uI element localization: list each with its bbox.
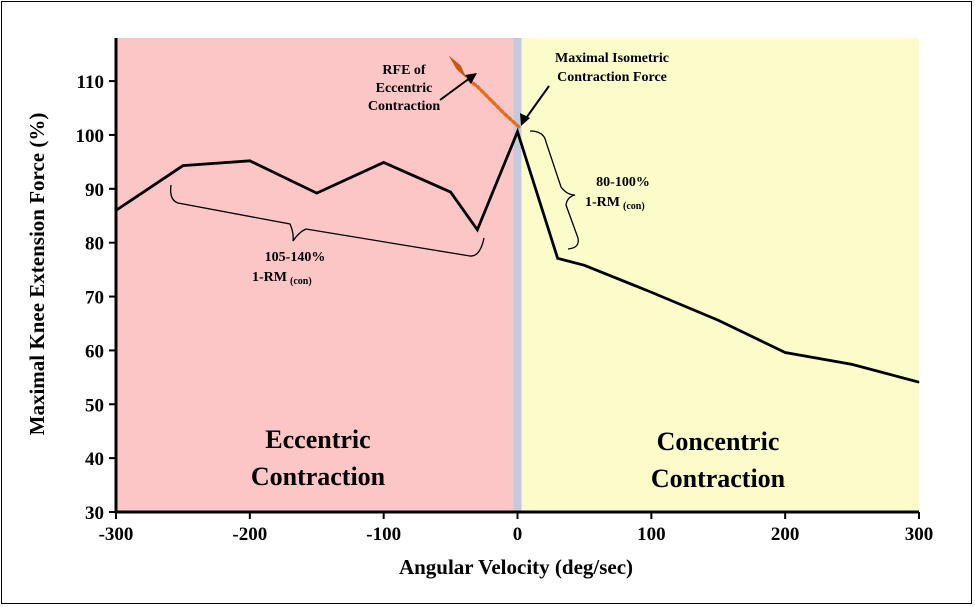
data-point (851, 363, 853, 365)
max-iso-arrow (523, 85, 550, 122)
max-iso-label-line-2: Contraction Force (557, 70, 667, 85)
ecc-bracket-label-rm: 1-RM (252, 270, 287, 285)
data-point (583, 264, 585, 266)
data-point (517, 131, 518, 133)
data-point (784, 352, 786, 354)
x-axis-title: Angular Velocity (deg/sec) (399, 555, 633, 579)
y-axis-title: Maximal Knee Extension Force (%) (25, 113, 49, 436)
x-tick-label: 200 (771, 524, 800, 545)
y-tick-label: 100 (76, 126, 105, 147)
y-tick-label: 60 (85, 341, 104, 362)
max-iso-label-line-1: Maximal Isometric (555, 51, 669, 66)
y-tick-label: 40 (85, 449, 104, 470)
rfe-arrow-head (465, 73, 477, 84)
rfe-label-line-1: RFE of (382, 63, 426, 78)
rfe-diamond-marker (448, 55, 467, 79)
region-concentric (521, 38, 919, 512)
data-point (450, 191, 452, 193)
rfe-label-line-3: Contraction (368, 99, 441, 114)
data-point (650, 291, 652, 293)
region-eccentric (116, 38, 514, 512)
y-tick-label: 80 (85, 234, 104, 255)
data-point (316, 192, 318, 194)
eccentric-bracket (170, 184, 485, 257)
max-iso-arrow-head (520, 113, 530, 126)
rfe-label-line-2: Eccentric (376, 81, 433, 96)
ecc-bracket-label-sub: (con) (290, 276, 312, 287)
concentric-bracket (529, 130, 579, 250)
con-bracket-label-sub: (con) (623, 201, 645, 212)
data-point (557, 257, 559, 259)
data-point (182, 165, 184, 167)
y-tick-label: 70 (85, 288, 104, 309)
ecc-bracket-label-line-1: 105-140% (265, 250, 326, 265)
x-tick-label: 0 (513, 524, 523, 545)
x-tick-label: -300 (99, 524, 134, 545)
data-point (476, 229, 478, 231)
region-isometric (513, 38, 522, 512)
con-bracket-label-line-1: 80-100% (596, 175, 650, 190)
rfe-dotted-curve (464, 76, 521, 129)
data-point (918, 381, 920, 383)
y-tick-label: 90 (85, 180, 104, 201)
y-tick-label: 30 (85, 503, 104, 524)
concentric-label-line-2: Contraction (651, 464, 786, 493)
x-tick-label: 300 (905, 524, 934, 545)
data-point (717, 319, 719, 321)
x-tick-label: 100 (637, 524, 666, 545)
concentric-label-line-1: Concentric (657, 427, 780, 456)
con-bracket-label-rm: 1-RM (585, 195, 620, 210)
x-tick-label: -100 (366, 524, 401, 545)
y-tick-label: 110 (77, 72, 104, 93)
data-point (249, 160, 251, 162)
x-tick-label: -200 (232, 524, 267, 545)
eccentric-label-line-2: Contraction (251, 462, 386, 491)
data-point (383, 161, 385, 163)
eccentric-label-line-1: Eccentric (265, 425, 370, 454)
y-tick-label: 50 (85, 395, 104, 416)
